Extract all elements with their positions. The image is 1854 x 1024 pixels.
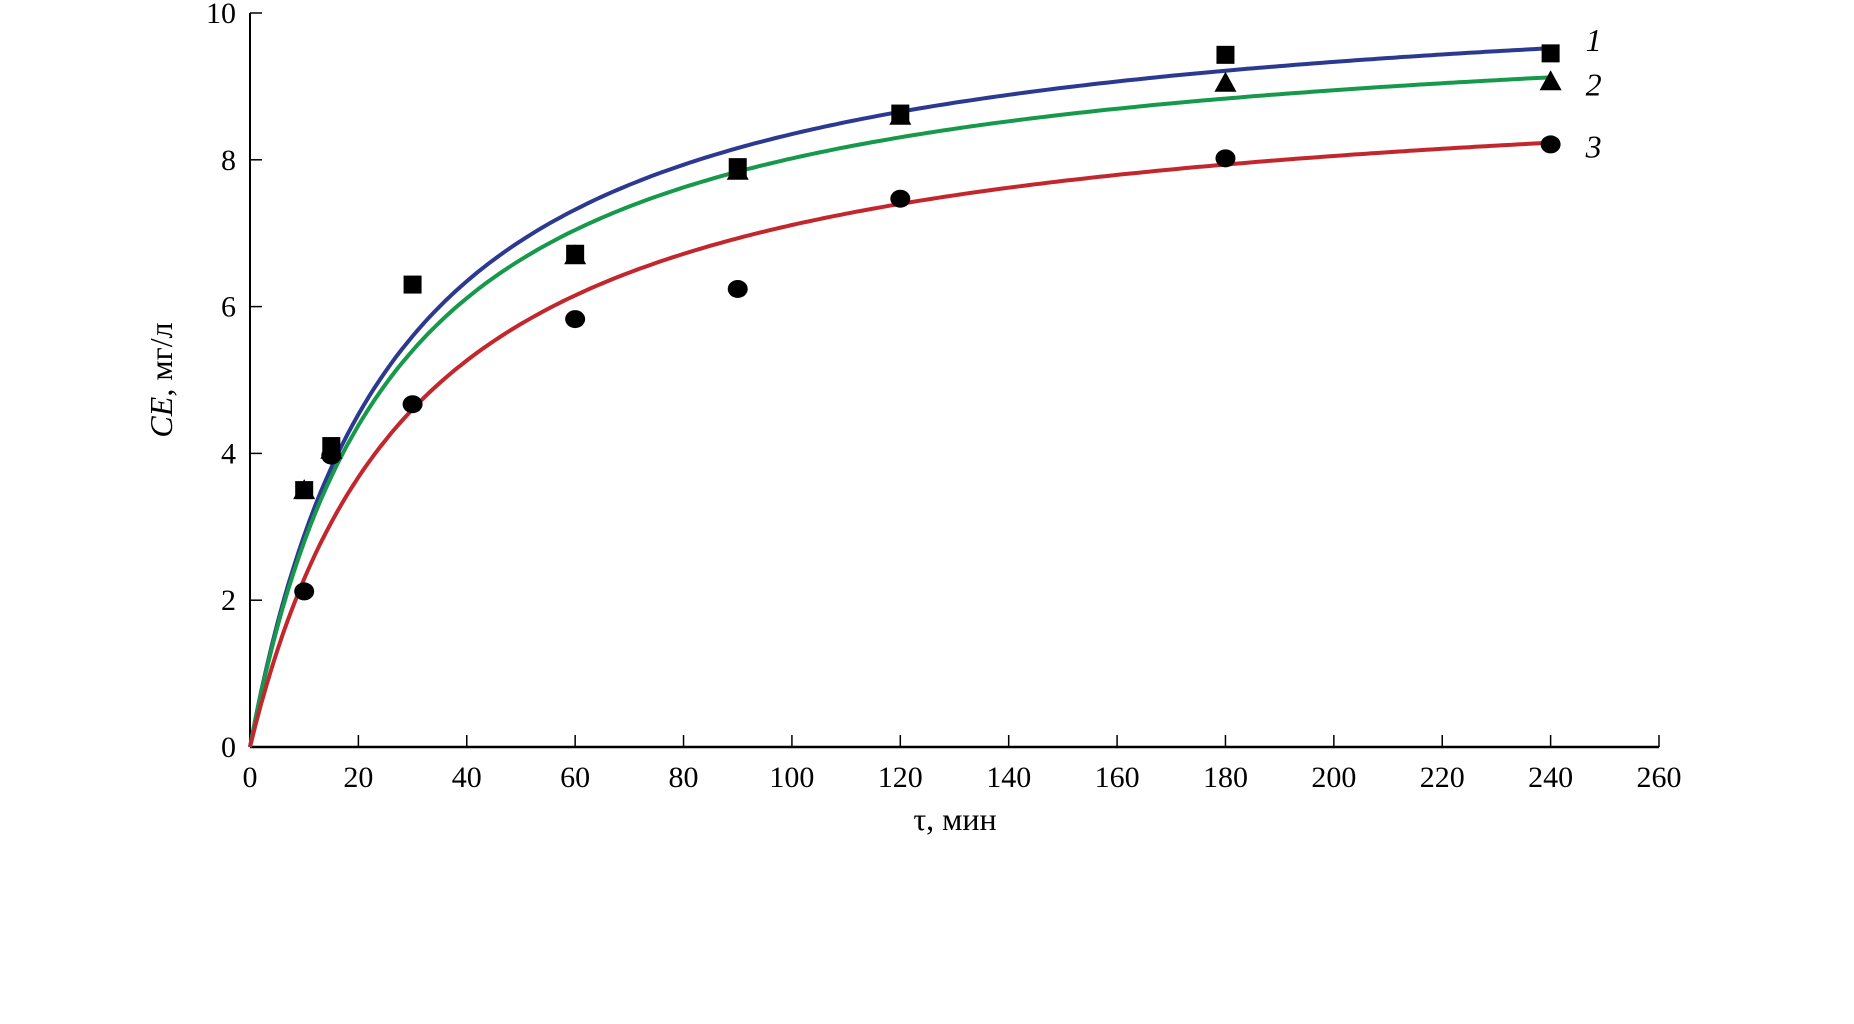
- circle-marker: [727, 279, 748, 298]
- square-marker: [1216, 45, 1235, 64]
- x-tick-label: 100: [769, 761, 814, 794]
- square-marker: [1541, 44, 1560, 63]
- fit-curve-3: [248, 140, 1551, 748]
- y-axis-label: CE, мг/л: [143, 322, 179, 437]
- y-tick-label: 10: [206, 0, 236, 30]
- x-axis-label: τ, мин: [913, 801, 996, 837]
- x-tick-label: 120: [878, 761, 923, 794]
- fit-curves: [248, 46, 1551, 748]
- circle-marker: [890, 189, 911, 208]
- axes: 0 20 40 60 80 100 120 140 160 180 200 220 240 260 0 2 4 6…: [206, 0, 1682, 794]
- x-tick-label: 180: [1203, 761, 1248, 794]
- triangle-marker: [1539, 70, 1562, 91]
- y-tick-label: 2: [221, 584, 236, 617]
- circle-marker: [321, 446, 342, 465]
- triangle-marker: [293, 479, 316, 500]
- x-tick-label: 80: [669, 761, 699, 794]
- x-tick-label: 0: [243, 761, 258, 794]
- y-axis-label-units: , мг/л: [143, 322, 179, 396]
- series-label-3: 3: [1585, 129, 1602, 165]
- circle-marker: [1215, 149, 1236, 168]
- x-tick-label: 240: [1528, 761, 1573, 794]
- x-tick-label: 40: [452, 761, 482, 794]
- triangle-marker: [889, 104, 912, 125]
- fit-curve-2: [248, 75, 1551, 748]
- x-tick-label: 260: [1637, 761, 1682, 794]
- circle-marker: [402, 395, 423, 414]
- circle-marker: [1540, 135, 1561, 154]
- series-label-1: 1: [1586, 22, 1602, 58]
- x-tick-label: 60: [560, 761, 590, 794]
- y-tick-label: 8: [221, 144, 236, 177]
- series-label-2: 2: [1586, 66, 1602, 102]
- x-tick-label: 160: [1095, 761, 1140, 794]
- y-tick-label: 0: [221, 731, 236, 764]
- triangle-marker: [1214, 71, 1237, 92]
- triangle-marker: [726, 159, 749, 180]
- y-tick-label: 6: [221, 291, 236, 324]
- x-tick-label: 220: [1420, 761, 1465, 794]
- series-labels: 1 2 3: [1585, 22, 1602, 164]
- y-axis-label-italic: CE: [143, 396, 179, 437]
- y-tick-label: 4: [221, 437, 236, 470]
- circle-marker: [294, 582, 315, 601]
- x-tick-label: 140: [986, 761, 1031, 794]
- x-tick-label: 200: [1311, 761, 1356, 794]
- data-points: [293, 44, 1562, 601]
- x-tick-label: 20: [343, 761, 373, 794]
- square-marker: [403, 275, 422, 294]
- triangle-marker: [564, 244, 587, 265]
- circle-marker: [565, 310, 586, 329]
